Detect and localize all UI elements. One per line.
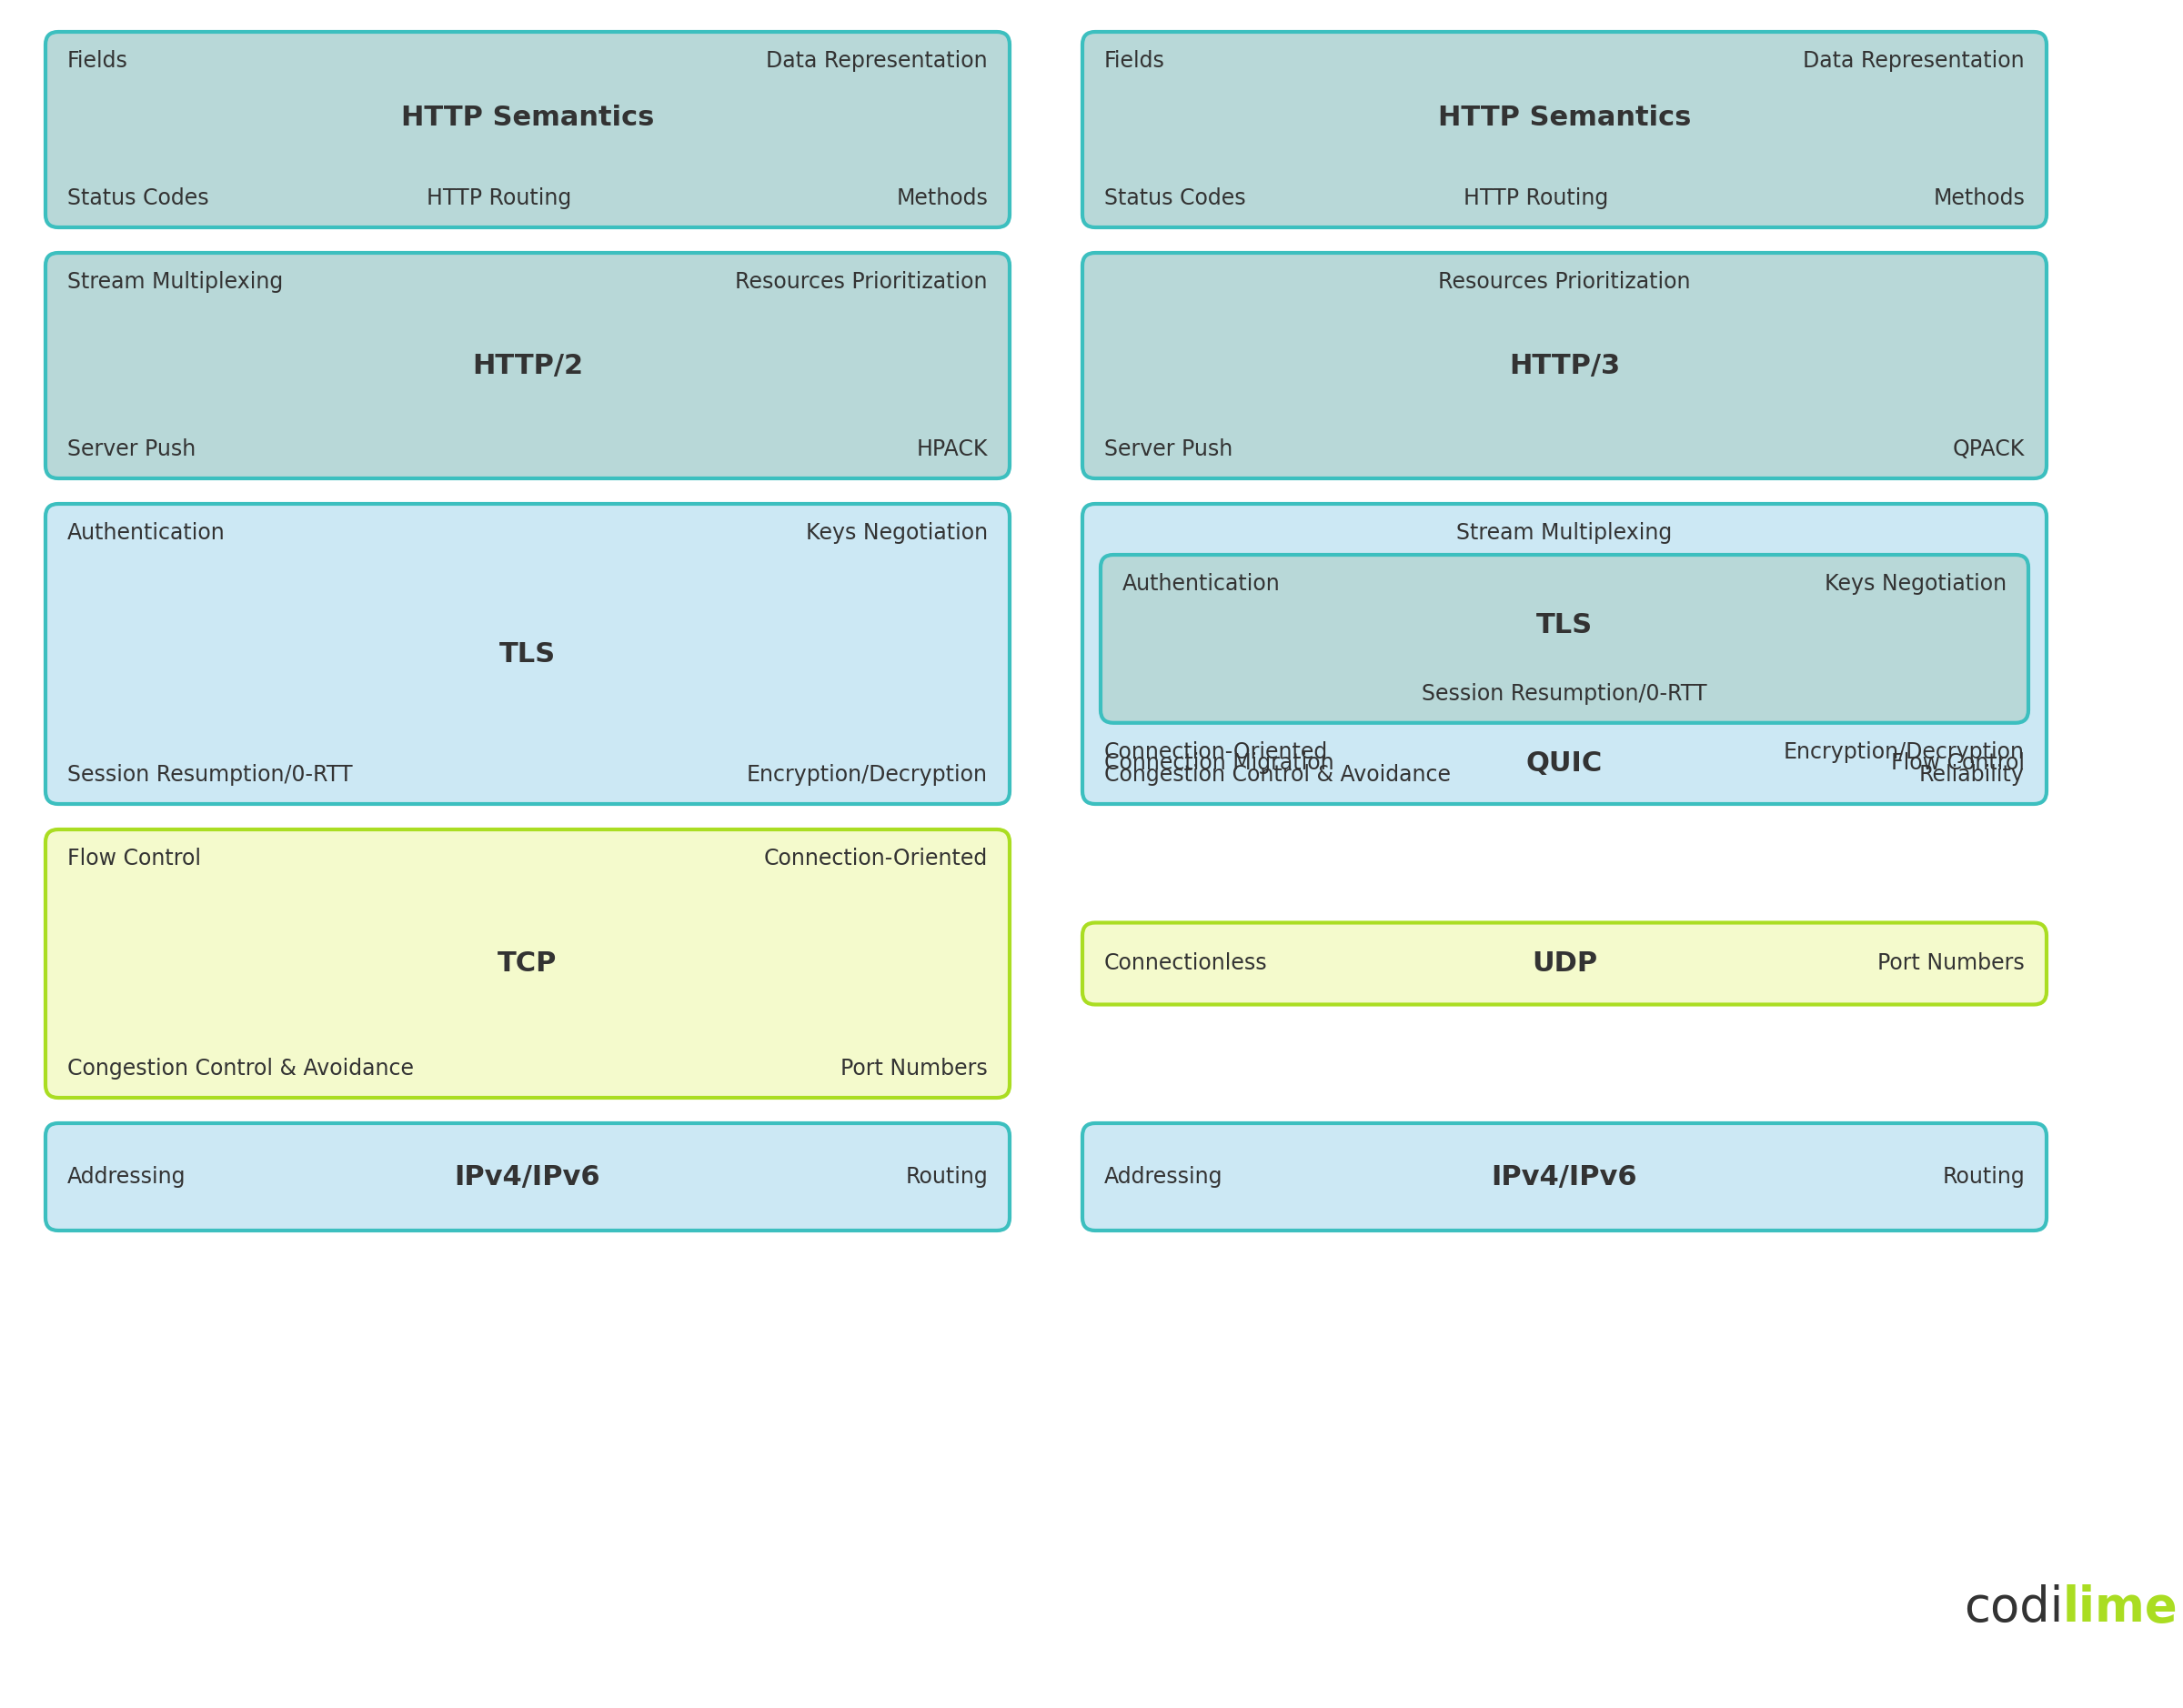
Text: TLS: TLS [500,640,557,668]
FancyBboxPatch shape [1083,32,2048,227]
Text: Addressing: Addressing [1105,1167,1222,1187]
Text: Session Resumption/0-RTT: Session Resumption/0-RTT [68,763,354,786]
Text: Addressing: Addressing [68,1167,186,1187]
Text: Resources Prioritization: Resources Prioritization [736,272,987,292]
Text: Methods: Methods [895,188,987,208]
Text: Session Resumption/0-RTT: Session Resumption/0-RTT [1421,683,1707,705]
Text: Stream Multiplexing: Stream Multiplexing [68,272,284,292]
FancyBboxPatch shape [46,253,1009,478]
Text: Encryption/Decryption: Encryption/Decryption [1784,741,2026,763]
Text: Congestion Control & Avoidance: Congestion Control & Avoidance [1105,763,1452,786]
Text: Status Codes: Status Codes [68,188,210,208]
FancyBboxPatch shape [1100,555,2028,722]
FancyBboxPatch shape [46,32,1009,227]
Text: Stream Multiplexing: Stream Multiplexing [1456,523,1672,543]
Text: QUIC: QUIC [1526,750,1602,777]
Text: Connection Migration: Connection Migration [1105,753,1334,774]
Text: Fields: Fields [68,50,129,72]
FancyBboxPatch shape [46,830,1009,1098]
Text: Flow Control: Flow Control [1890,753,2026,774]
Text: Authentication: Authentication [68,523,225,543]
Text: Authentication: Authentication [1122,572,1281,594]
Text: HTTP/2: HTTP/2 [472,352,583,379]
Text: Methods: Methods [1932,188,2026,208]
Text: Encryption/Decryption: Encryption/Decryption [747,763,987,786]
Text: Status Codes: Status Codes [1105,188,1246,208]
Text: Routing: Routing [906,1167,987,1187]
Text: TLS: TLS [1537,611,1594,639]
Text: Reliability: Reliability [1919,763,2026,786]
Text: IPv4/IPv6: IPv4/IPv6 [454,1163,600,1190]
FancyBboxPatch shape [1083,253,2048,478]
Text: Flow Control: Flow Control [68,847,201,869]
Text: QPACK: QPACK [1952,439,2026,459]
Text: Keys Negotiation: Keys Negotiation [1825,572,2006,594]
Text: Server Push: Server Push [1105,439,1233,459]
Text: IPv4/IPv6: IPv4/IPv6 [1491,1163,1637,1190]
Text: lime: lime [2063,1585,2179,1631]
Text: HTTP/3: HTTP/3 [1508,352,1620,379]
Text: Fields: Fields [1105,50,1166,72]
Text: Server Push: Server Push [68,439,196,459]
Text: HPACK: HPACK [917,439,987,459]
Text: Keys Negotiation: Keys Negotiation [806,523,987,543]
Text: UDP: UDP [1532,950,1598,977]
Text: Connection-Oriented: Connection-Oriented [1105,741,1327,763]
FancyBboxPatch shape [1083,1124,2048,1230]
FancyBboxPatch shape [46,1124,1009,1230]
Text: Data Representation: Data Representation [1803,50,2026,72]
Text: HTTP Routing: HTTP Routing [426,188,572,208]
FancyBboxPatch shape [46,504,1009,804]
FancyBboxPatch shape [1083,922,2048,1004]
Text: HTTP Semantics: HTTP Semantics [1439,104,1692,132]
Text: HTTP Routing: HTTP Routing [1463,188,1609,208]
Text: Port Numbers: Port Numbers [1877,953,2026,975]
Text: TCP: TCP [498,950,557,977]
Text: Port Numbers: Port Numbers [840,1057,987,1079]
Text: Connection-Oriented: Connection-Oriented [764,847,987,869]
Text: Data Representation: Data Representation [766,50,987,72]
Text: Congestion Control & Avoidance: Congestion Control & Avoidance [68,1057,415,1079]
Text: Connectionless: Connectionless [1105,953,1268,975]
Text: codi: codi [1963,1585,2063,1631]
Text: Resources Prioritization: Resources Prioritization [1439,272,1690,292]
Text: Routing: Routing [1943,1167,2026,1187]
FancyBboxPatch shape [1083,504,2048,804]
Text: HTTP Semantics: HTTP Semantics [402,104,655,132]
